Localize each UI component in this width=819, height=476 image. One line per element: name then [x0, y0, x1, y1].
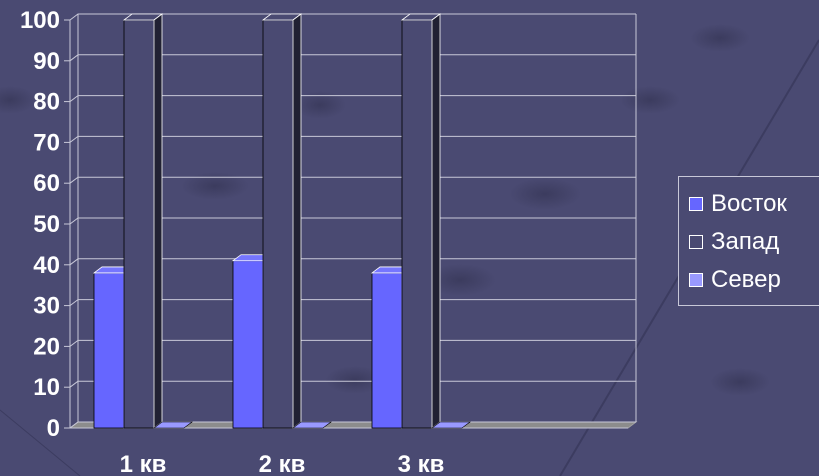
- chart-bars: [92, 13, 471, 429]
- bar-2-1: [122, 13, 164, 429]
- legend-swatch: [689, 273, 703, 287]
- y-tick-label: 10: [33, 374, 60, 401]
- legend-item-vostok: Восток: [689, 187, 787, 221]
- legend-label: Восток: [711, 190, 787, 217]
- bar-front: [93, 272, 125, 429]
- y-tick-label: 50: [33, 211, 60, 238]
- legend-label: Север: [711, 266, 781, 293]
- bar-3-2: [292, 421, 332, 429]
- bar-flat: [431, 421, 471, 429]
- y-tick-label: 60: [33, 170, 60, 197]
- legend-swatch: [689, 197, 703, 211]
- bar-2-2: [261, 13, 303, 429]
- bar-side: [292, 13, 302, 429]
- legend-label: Запад: [711, 228, 780, 255]
- bar-front: [262, 19, 294, 429]
- x-tick-label: 1 кв: [120, 451, 167, 476]
- legend-item-zapad: Запад: [689, 225, 779, 259]
- bar-front: [401, 19, 433, 429]
- chart-legend: Восток Запад Север: [678, 176, 819, 306]
- y-tick-label: 30: [33, 293, 60, 320]
- y-tick-label: 80: [33, 89, 60, 116]
- bar-front: [232, 260, 264, 429]
- bar-3-1: [153, 421, 193, 429]
- bar-2-3: [400, 13, 442, 429]
- y-tick-label: 20: [33, 333, 60, 360]
- bar-flat: [153, 421, 193, 429]
- y-tick-label: 70: [33, 129, 60, 156]
- x-tick-label: 2 кв: [259, 451, 306, 476]
- y-tick-label: 40: [33, 252, 60, 279]
- y-tick-label: 90: [33, 48, 60, 75]
- bar-3-3: [431, 421, 471, 429]
- y-axis-ticks: 0 10 20 30 40 50 60 70 80 90 100: [20, 7, 60, 442]
- bar-side: [153, 13, 163, 429]
- bar-front: [123, 19, 155, 429]
- bar-front: [371, 272, 403, 429]
- y-tick-label: 0: [47, 415, 60, 442]
- legend-swatch: [689, 235, 703, 249]
- legend-item-sever: Север: [689, 263, 781, 297]
- bar-side: [431, 13, 441, 429]
- y-tick-label: 100: [20, 7, 60, 34]
- x-tick-label: 3 кв: [398, 451, 445, 476]
- x-axis-ticks: 1 кв 2 кв 3 кв: [120, 451, 445, 476]
- bar-flat: [292, 421, 332, 429]
